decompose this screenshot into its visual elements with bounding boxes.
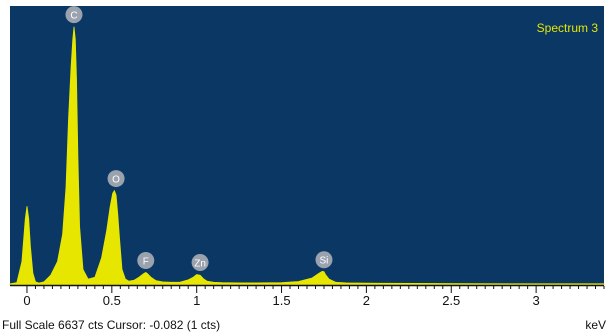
peak-label-f: F <box>143 257 149 268</box>
peak-marker-f <box>137 252 155 270</box>
peak-marker-si <box>315 251 333 269</box>
peak-label-o: O <box>112 175 120 186</box>
peak-label-si: Si <box>320 256 329 267</box>
x-tick-label: 1.5 <box>273 293 291 308</box>
spectrum-area <box>9 26 605 286</box>
x-tick-label: 0 <box>23 293 30 308</box>
status-bar-text: Full Scale 6637 cts Cursor: -0.082 (1 ct… <box>2 318 221 332</box>
x-tick-label: 2.5 <box>442 293 460 308</box>
peak-marker-o <box>107 170 125 188</box>
peak-label-c: C <box>70 11 77 22</box>
x-axis-minor-ticks <box>26 286 605 293</box>
peak-label-zn: Zn <box>194 258 206 269</box>
x-tick-label: 2 <box>363 293 370 308</box>
x-axis-unit-label: keV <box>585 318 606 332</box>
x-tick-label: 3 <box>532 293 539 308</box>
x-axis-tick-labels: 0 0.5 1 1.5 2 2.5 3 <box>23 293 539 308</box>
chart-title: Spectrum 3 <box>537 21 599 35</box>
x-tick-label: 0.5 <box>103 293 121 308</box>
x-tick-label: 1 <box>193 293 200 308</box>
plot-area <box>10 6 604 285</box>
peak-marker-c <box>65 6 83 24</box>
peak-marker-zn <box>191 253 209 271</box>
peak-labels: C O F Zn Si <box>65 6 333 271</box>
